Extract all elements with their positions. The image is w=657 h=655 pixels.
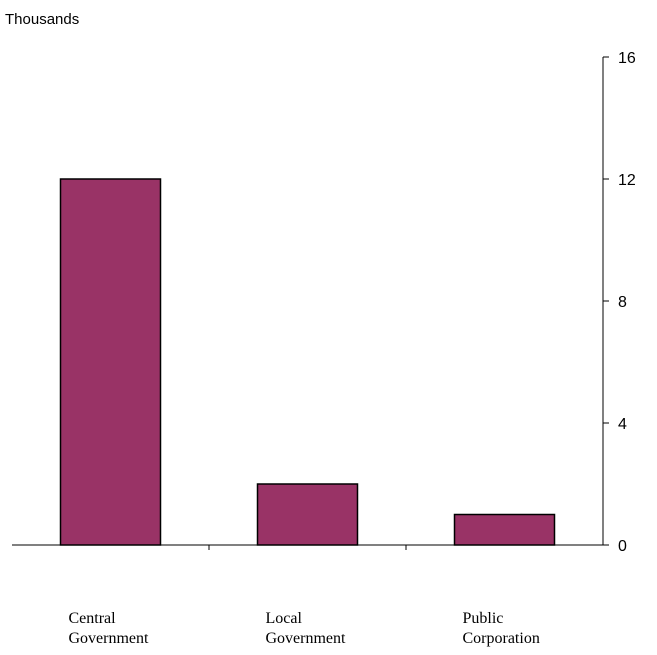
x-ticks-group <box>208 545 407 550</box>
y-ticks-group: 0 4 8 12 16 <box>603 50 636 555</box>
y-axis-unit-label: Thousands <box>5 11 79 28</box>
bar <box>59 178 162 546</box>
y-tick-label: 16 <box>618 50 636 67</box>
x-category-label: Local Government <box>266 610 347 647</box>
bar <box>256 483 359 546</box>
bar <box>453 513 556 546</box>
y-tick-label: 4 <box>618 416 627 433</box>
bars-group <box>59 178 556 546</box>
x-category-label: Central Government <box>69 610 150 647</box>
x-category-label: Public Corporation <box>463 610 540 647</box>
y-tick-label: 8 <box>618 294 627 311</box>
category-labels-group: Central Government Local Government Public Co… <box>69 610 540 647</box>
y-tick-label: 0 <box>618 538 627 555</box>
y-tick-label: 12 <box>618 172 636 189</box>
